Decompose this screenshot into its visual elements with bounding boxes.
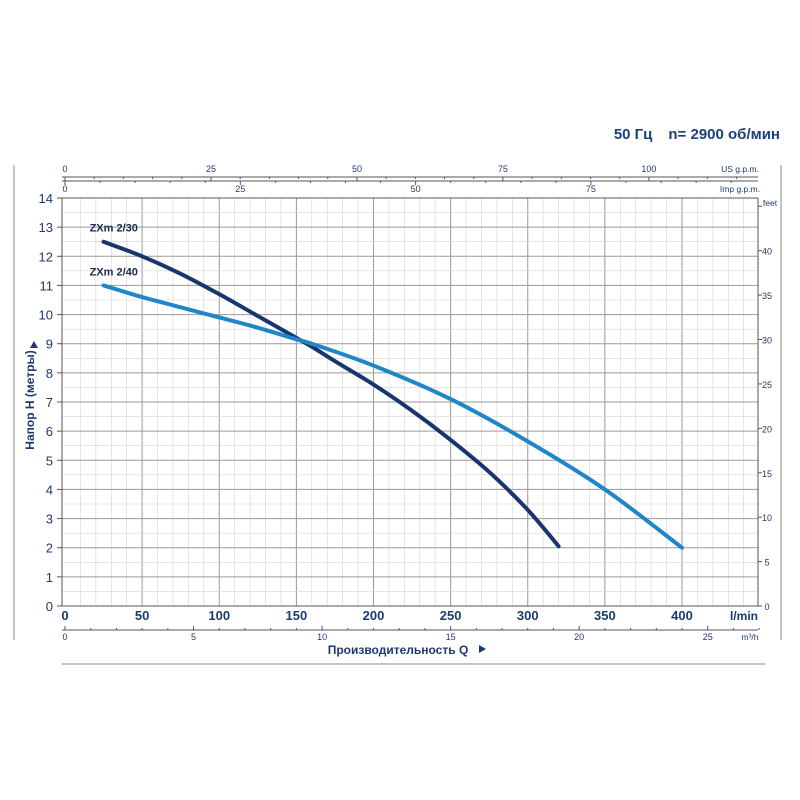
- x-tick-label: 100: [208, 608, 230, 623]
- speed-label: n= 2900 об/мин: [668, 126, 780, 143]
- m3h-tick-label: 5: [191, 632, 196, 642]
- imp-gpm-tick-label: 0: [62, 184, 67, 194]
- y-tick-label: 12: [39, 249, 53, 264]
- frequency-label: 50 Гц: [613, 126, 653, 143]
- us-gpm-tick-label: 100: [641, 164, 656, 174]
- m3h-tick-label: 15: [446, 632, 456, 642]
- y-tick-label: 4: [46, 482, 53, 497]
- x-tick-label: 200: [363, 608, 385, 623]
- x-tick-label: 50: [135, 608, 149, 623]
- y-tick-label: 3: [46, 512, 53, 527]
- y-tick-label: 9: [46, 337, 53, 352]
- feet-tick-label: 30: [762, 336, 772, 346]
- imp-gpm-tick-label: 50: [411, 184, 421, 194]
- imp-gpm-tick-label: 75: [586, 184, 596, 194]
- y-tick-label: 8: [46, 366, 53, 381]
- imp-gpm-unit-label: Imp g.p.m.: [720, 184, 760, 194]
- x-tick-label: 0: [61, 608, 68, 623]
- series-label-2: ZXm 2/40: [90, 266, 138, 278]
- imp-gpm-tick-label: 25: [235, 184, 245, 194]
- m3h-unit-label: m³/h: [742, 632, 759, 642]
- us-gpm-tick-label: 75: [498, 164, 508, 174]
- y-tick-label: 6: [46, 424, 53, 439]
- m3h-tick-label: 20: [574, 632, 584, 642]
- x-tick-label: 150: [286, 608, 308, 623]
- y-tick-label: 13: [39, 220, 53, 235]
- us-gpm-tick-label: 0: [62, 164, 67, 174]
- y-tick-label: 7: [46, 395, 53, 410]
- x-unit-label: l/min: [730, 609, 758, 623]
- us-gpm-tick-label: 50: [352, 164, 362, 174]
- feet-tick-label: 40: [762, 247, 772, 257]
- x-tick-label: 350: [594, 608, 616, 623]
- feet-tick-label: 10: [762, 513, 772, 523]
- x-tick-label: 400: [671, 608, 693, 623]
- y-tick-label: 1: [46, 570, 53, 585]
- feet-tick-label: 5: [764, 558, 769, 568]
- m3h-tick-label: 0: [62, 632, 67, 642]
- y-axis-arrow-icon: [30, 341, 38, 348]
- frequency-header: 50 Гц n= 2900 об/мин: [560, 126, 780, 143]
- feet-tick-label: 0: [764, 602, 769, 612]
- feet-tick-label: 15: [762, 469, 772, 479]
- us-gpm-unit-label: US g.p.m.: [721, 164, 759, 174]
- y-tick-label: 2: [46, 541, 53, 556]
- feet-unit-label: feet: [763, 198, 778, 208]
- feet-tick-label: 25: [762, 380, 772, 390]
- feet-tick-label: 20: [762, 424, 772, 434]
- y-tick-label: 5: [46, 453, 53, 468]
- series-line-1: [101, 239, 561, 549]
- x-axis-title: Производительность Q: [328, 643, 469, 657]
- series-label-1: ZXm 2/30: [90, 223, 138, 235]
- y-tick-label: 0: [46, 599, 53, 614]
- y-tick-label: 11: [40, 278, 54, 293]
- y-tick-label: 10: [39, 308, 53, 323]
- x-axis-arrow-icon: [479, 645, 486, 653]
- feet-tick-label: 35: [762, 291, 772, 301]
- x-tick-label: 250: [440, 608, 462, 623]
- m3h-tick-label: 25: [703, 632, 713, 642]
- x-tick-label: 300: [517, 608, 539, 623]
- us-gpm-tick-label: 25: [206, 164, 216, 174]
- y-axis-title: Напор H (метры): [23, 350, 37, 449]
- m3h-tick-label: 10: [317, 632, 327, 642]
- series-line-2: [101, 283, 684, 550]
- y-tick-label: 14: [39, 191, 53, 206]
